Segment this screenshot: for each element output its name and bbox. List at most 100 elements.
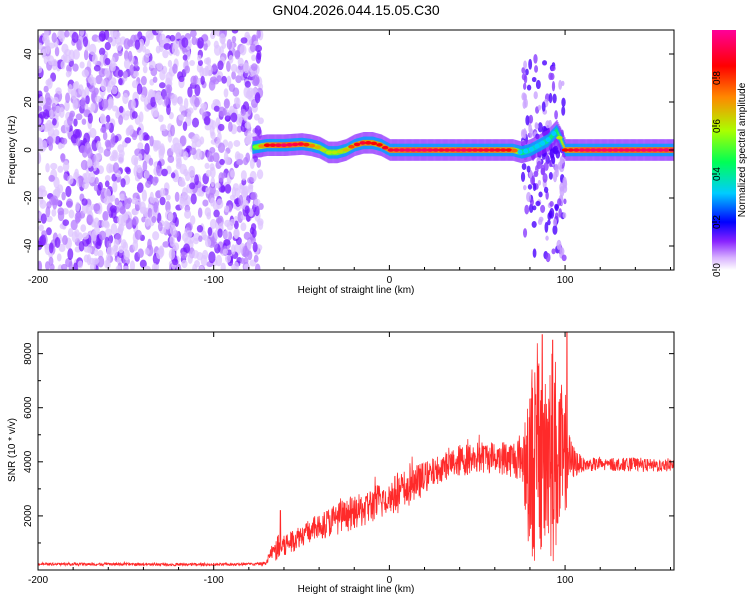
ridge-point <box>545 137 551 143</box>
ridge-point <box>488 148 496 152</box>
scatter-blob <box>521 73 527 81</box>
noise-blob <box>38 117 42 125</box>
noise-blob <box>181 187 188 199</box>
noise-blob <box>74 229 80 238</box>
noise-blob <box>98 30 106 42</box>
noise-blob <box>150 96 156 108</box>
ridge-point <box>370 141 378 146</box>
scatter-blob <box>526 84 532 91</box>
scatter-blob <box>538 191 543 198</box>
ridge-point <box>415 148 423 152</box>
noise-blob <box>204 162 210 169</box>
noise-blob <box>140 94 146 102</box>
noise-blob <box>59 107 65 119</box>
scatter-blob <box>536 160 542 170</box>
noise-blob <box>242 157 249 166</box>
scatter-blob <box>522 228 528 238</box>
noise-blob <box>110 223 118 235</box>
noise-blob <box>137 142 144 150</box>
noise-blob <box>190 193 197 205</box>
noise-blob <box>247 176 254 184</box>
noise-blob <box>182 121 188 132</box>
noise-blob <box>190 75 197 86</box>
noise-blob <box>231 35 237 43</box>
noise-blob <box>172 258 179 266</box>
noise-blob <box>140 75 147 86</box>
noise-blob <box>38 260 43 270</box>
noise-blob <box>38 152 42 164</box>
ridge-point <box>640 148 647 152</box>
noise-blob <box>235 159 244 166</box>
noise-blob <box>110 132 116 145</box>
noise-blob <box>137 248 144 258</box>
noise-blob <box>243 257 249 266</box>
scatter-blob <box>555 168 559 178</box>
noise-blob <box>226 75 232 88</box>
ridge-point <box>500 148 507 152</box>
noise-blob <box>131 131 138 141</box>
noise-blob <box>250 191 258 201</box>
noise-blob <box>203 41 208 51</box>
scatter-blob <box>541 101 546 112</box>
noise-blob <box>252 241 258 253</box>
noise-blob <box>122 70 129 79</box>
scatter-blob <box>548 172 553 180</box>
noise-blob <box>211 120 216 130</box>
x-tick-label: 0 <box>387 575 393 586</box>
noise-blob <box>51 208 57 217</box>
ridge-point <box>325 150 333 155</box>
noise-blob <box>76 38 82 50</box>
x-tick-label: -200 <box>28 275 48 286</box>
ridge-point <box>460 148 468 152</box>
noise-blob <box>228 121 233 132</box>
noise-blob <box>223 239 231 246</box>
noise-blob <box>184 209 192 219</box>
noise-blob <box>51 32 57 43</box>
snr-x-ticks: -200 -100 0 100 <box>28 332 671 586</box>
noise-blob <box>126 125 134 136</box>
noise-blob <box>208 251 216 264</box>
noise-blob <box>159 187 166 198</box>
noise-blob <box>222 230 230 240</box>
ridge-point <box>634 148 642 152</box>
noise-blob <box>165 201 171 213</box>
noise-blob <box>102 210 109 222</box>
y-tick-label: 2000 <box>23 504 34 527</box>
noise-blob <box>196 224 204 233</box>
scatter-blob <box>555 150 561 159</box>
noise-blob <box>41 139 48 151</box>
ridge-point <box>331 150 338 155</box>
snr-panel: -200 -100 0 100 2000 4000 6000 8000 Height of … <box>7 331 675 595</box>
noise-blob <box>143 151 150 163</box>
snr-frame <box>37 331 675 571</box>
noise-blob <box>131 208 138 216</box>
ridge-point <box>623 148 631 152</box>
noise-blob <box>254 263 261 270</box>
scatter-blob <box>533 170 539 178</box>
noise-blob <box>97 249 104 258</box>
noise-blob <box>217 60 224 71</box>
noise-blob <box>67 174 74 185</box>
scatter-blob <box>557 198 562 206</box>
y-tick-label: 40 <box>23 48 34 60</box>
scatter-blob <box>529 198 534 206</box>
noise-blob <box>80 97 86 109</box>
ridge-point <box>477 148 484 152</box>
noise-blob <box>200 75 205 86</box>
scatter-blob <box>522 128 527 140</box>
noise-blob <box>166 86 171 98</box>
noise-blob <box>226 60 231 72</box>
scatter-blob <box>528 123 533 134</box>
noise-blob <box>237 57 244 67</box>
noise-blob <box>95 74 103 85</box>
noise-blob <box>229 218 236 225</box>
noise-blob <box>50 195 59 206</box>
figure-title: GN04.2026.044.15.05.C30 <box>272 2 440 18</box>
noise-blob <box>45 162 50 173</box>
noise-blob <box>158 82 166 89</box>
noise-blob <box>204 238 212 248</box>
noise-blob <box>97 181 103 191</box>
scatter-blob <box>545 191 549 200</box>
noise-blob <box>55 87 62 95</box>
noise-blob <box>164 221 171 230</box>
